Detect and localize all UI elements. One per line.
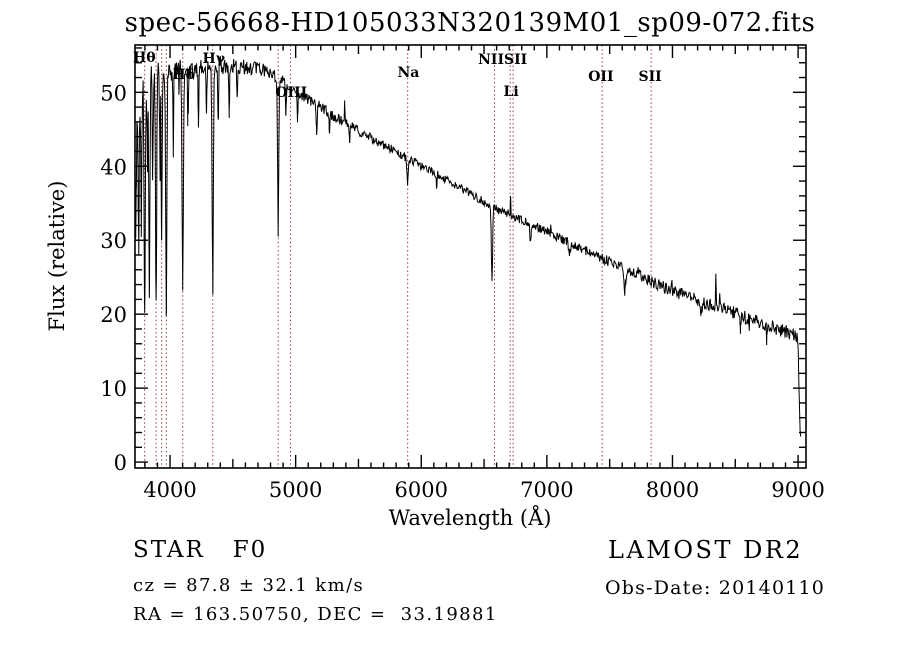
x-tick-label: 9000 bbox=[771, 478, 824, 502]
marker-label: OII bbox=[588, 69, 613, 85]
marker-label: Na bbox=[398, 65, 420, 81]
y-tick-label: 30 bbox=[100, 229, 127, 253]
x-tick-label: 7000 bbox=[520, 478, 573, 502]
marker-label: NIISII bbox=[478, 52, 527, 68]
object-class-text: STAR F0 bbox=[133, 537, 268, 563]
marker-label: Hθ bbox=[133, 50, 156, 66]
plot-title: spec-56668-HD105033N320139M01_sp09-072.f… bbox=[124, 8, 816, 38]
x-tick-label: 6000 bbox=[395, 478, 448, 502]
y-tick-label: 50 bbox=[100, 81, 127, 105]
y-axis-label-text: Flux (relative) bbox=[45, 180, 69, 332]
y-tick-label: 10 bbox=[100, 377, 127, 401]
spectrum-path bbox=[134, 56, 802, 437]
x-axis-label: Wavelength (Å) bbox=[388, 506, 552, 530]
plot-frame bbox=[134, 44, 807, 469]
y-tick-label: 40 bbox=[100, 155, 127, 179]
y-tick-label: 20 bbox=[100, 303, 127, 327]
cz-text: cz = 87.8 ± 32.1 km/s bbox=[133, 575, 365, 596]
marker-label: Li bbox=[503, 84, 518, 100]
x-tick-label: 5000 bbox=[269, 478, 322, 502]
marker-label: OIII bbox=[275, 85, 307, 101]
marker-label: SII bbox=[639, 69, 662, 85]
marker-label: Hδ bbox=[172, 67, 195, 83]
radec-text: RA = 163.50750, DEC = 33.19881 bbox=[133, 604, 498, 625]
y-tick-label: 0 bbox=[114, 451, 127, 475]
survey-text: LAMOST DR2 bbox=[608, 536, 804, 564]
obs-date-text: Obs-Date: 20140110 bbox=[605, 577, 826, 599]
x-tick-label: 4000 bbox=[143, 478, 196, 502]
marker-label: Hγ bbox=[203, 51, 226, 67]
x-tick-label: 8000 bbox=[646, 478, 699, 502]
